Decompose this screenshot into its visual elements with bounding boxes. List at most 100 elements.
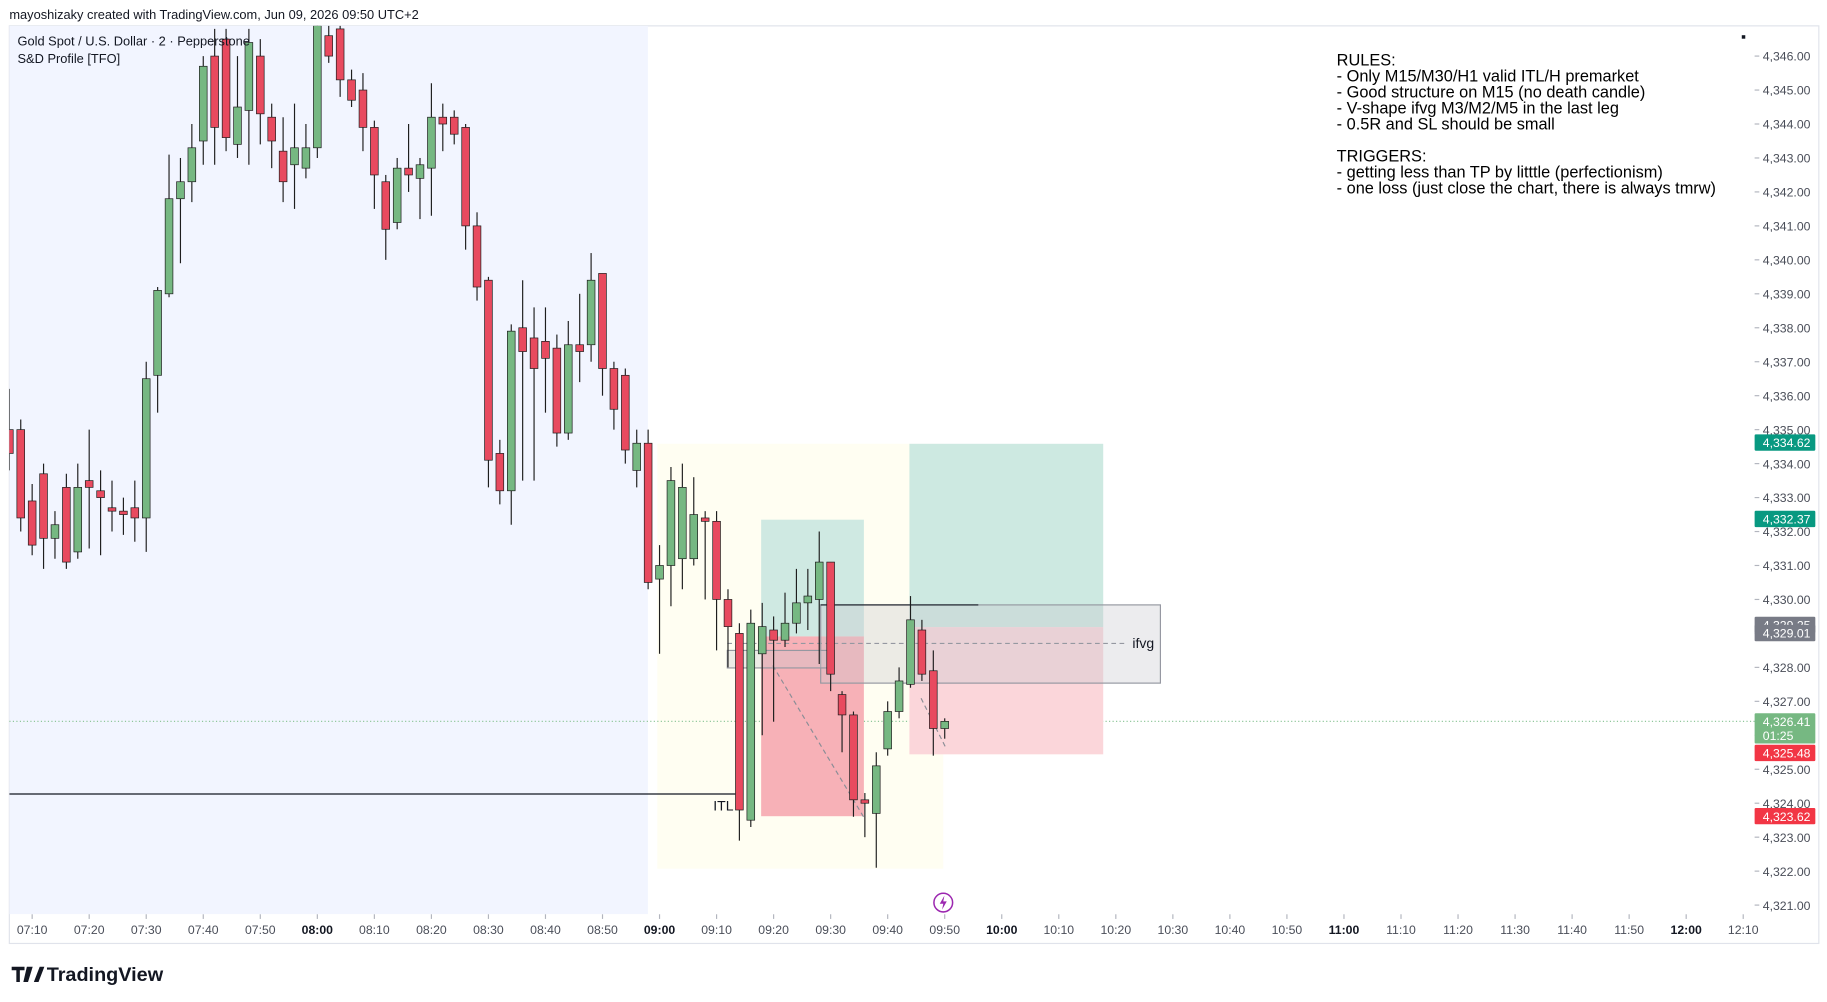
candle-body [689,514,698,560]
candle-body [609,368,619,410]
candle-body [700,517,710,522]
x-tick-label: 10:20 [1100,923,1131,937]
candle-body [541,341,550,359]
candle-body [130,507,140,519]
candle-body [860,799,870,804]
target-zone [909,443,1104,628]
candle-body [96,490,105,498]
candle-body [712,520,721,600]
y-tick-label: 4,333.00 [1763,491,1811,505]
event-icon [933,892,954,913]
rule: - V-shape ifvg M3/M2/M5 in the last leg [1337,100,1619,118]
candle-body [894,680,904,712]
chart-subtitle: S&D Profile [TFO] [18,51,121,66]
candle-body [427,116,436,169]
candle-body [313,25,322,149]
target-zone [761,519,864,637]
brand-logo [11,966,45,982]
x-tick-label: 12:10 [1728,923,1759,937]
candle-body [507,330,516,492]
y-tick-label: 4,342.00 [1763,186,1811,200]
candle-body [872,765,881,814]
price-badge [1754,713,1816,744]
candle-body [757,626,767,655]
candle-body [655,565,664,580]
price-badge-label: 4,326.41 [1763,715,1811,729]
y-tick-label: 4,331.00 [1763,559,1811,573]
candle-body [883,711,892,750]
candle-body [575,344,584,352]
candle-body [666,480,676,566]
x-tick-label: 09:10 [701,923,732,937]
x-tick-label: 09:40 [872,923,903,937]
y-tick-label: 4,344.00 [1763,118,1811,132]
x-tick-label: 09:50 [929,923,960,937]
candle-body [233,106,242,145]
y-tick-label: 4,338.00 [1763,321,1811,335]
candle-body [792,602,801,624]
x-tick-label: 11:20 [1443,923,1473,937]
candle-body [415,164,425,179]
candle-body [16,429,25,519]
candles [9,25,949,868]
x-tick-label: 07:50 [245,923,276,937]
countdown: 01:25 [1763,729,1794,743]
candle-body [256,55,265,115]
chart-title: Gold Spot / U.S. Dollar · 2 · Pepperston… [18,34,250,49]
candle-body [552,347,562,434]
candle-body [73,487,83,553]
price-badge [1754,434,1816,451]
candle-body [358,89,368,128]
x-tick-label: 08:30 [473,923,504,937]
x-tick-label: 09:20 [758,923,789,937]
candle-body [529,337,539,369]
candle-body [50,524,60,539]
y-tick-label: 4,339.00 [1763,287,1811,301]
candle-body [324,35,333,57]
y-tick-label: 4,322.00 [1763,865,1811,879]
plot-area [9,25,1755,915]
event-icon-bolt [939,895,947,910]
x-tick-label: 07:40 [188,923,219,937]
candle-body [917,629,927,675]
candle-body [621,374,630,451]
candle-body [153,290,162,376]
y-tick-label: 4,343.00 [1763,152,1811,166]
stop-zone [909,627,1104,755]
price-badge-label: 4,329.01 [1763,627,1811,641]
y-tick-label: 4,345.00 [1763,84,1811,98]
candle-body [199,65,208,142]
candle-body [461,127,470,227]
y-tick-label: 4,341.00 [1763,220,1811,234]
candle-body [290,147,299,166]
candle-body [906,619,915,685]
candle-body [438,116,448,125]
level-label: ITL [713,797,733,813]
price-badge [1754,807,1816,825]
zone-label: ifvg [1132,635,1154,651]
candle-body [780,622,790,641]
x-tick-label: 09:30 [815,923,846,937]
candle-body [84,480,94,488]
candle-body [187,147,197,183]
y-tick-label: 4,346.00 [1763,50,1811,64]
rules-title: RULES: [1337,52,1396,70]
candle-body [164,198,174,295]
x-tick-label: 11:50 [1614,923,1644,937]
candle-body [107,507,117,512]
path-line [772,665,865,818]
x-tick-label: 11:10 [1386,923,1416,937]
y-tick-label: 4,325.00 [1763,763,1811,777]
y-tick-label: 4,340.00 [1763,254,1811,268]
y-tick-label: 4,334.00 [1763,457,1811,471]
x-tick-label: 09:00 [644,923,676,937]
candle-body [735,633,744,811]
credit: mayoshizaky created with TradingView.com… [9,7,418,22]
candle-body [484,279,493,461]
session-bg [9,25,648,915]
candle-body [381,181,391,230]
candle-body [940,721,949,729]
x-tick-label: 10:10 [1043,923,1074,937]
